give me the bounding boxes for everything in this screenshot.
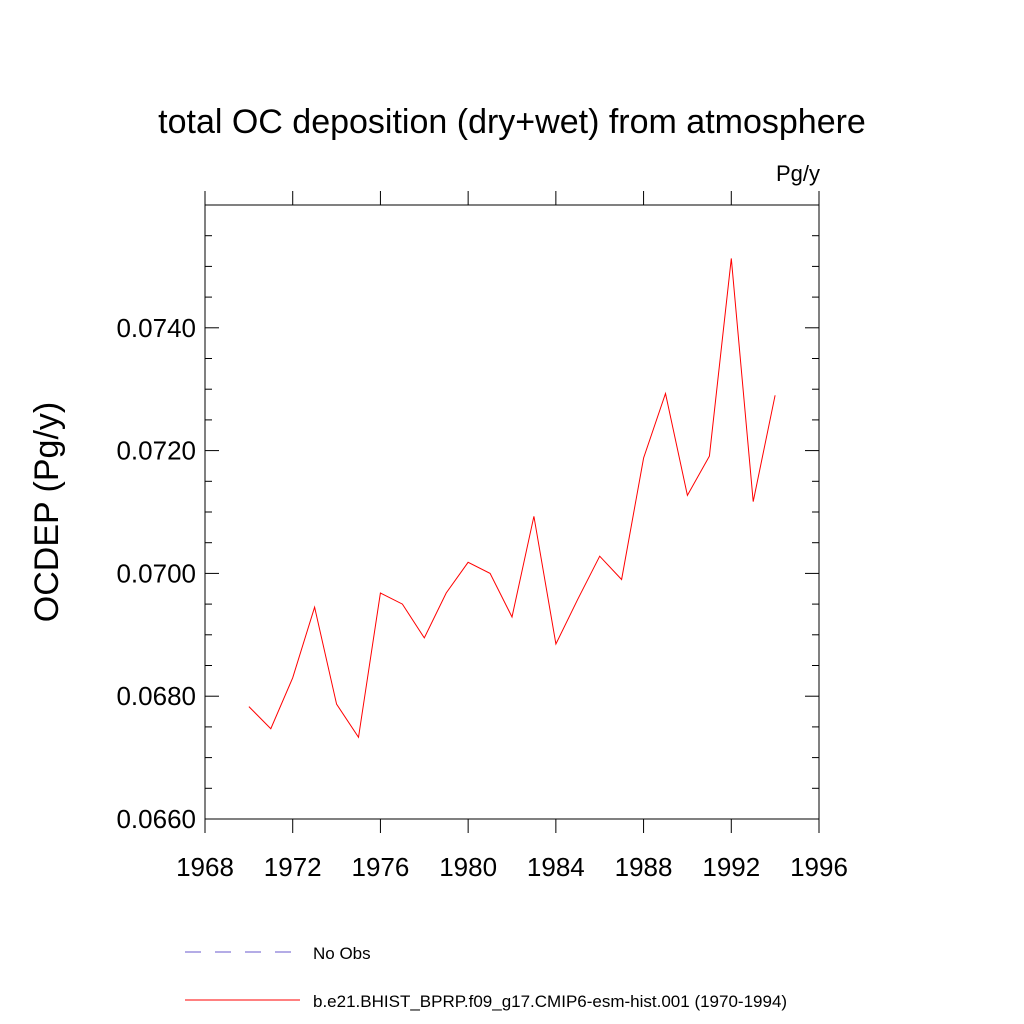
y-axis-label: OCDEP (Pg/y) xyxy=(28,402,66,622)
plot-area xyxy=(248,258,776,739)
y-tick-label: 0.0740 xyxy=(116,313,196,343)
y-tick-label: 0.0720 xyxy=(116,436,196,466)
x-tick-label: 1988 xyxy=(615,852,673,882)
chart-title: total OC deposition (dry+wet) from atmos… xyxy=(158,103,866,141)
legend-label-model: b.e21.BHIST_BPRP.f09_g17.CMIP6-esm-hist.… xyxy=(313,992,787,1011)
x-tick-label: 1972 xyxy=(264,852,322,882)
y-axis: 0.0660 0.0680 0.0700 0.0720 0.0740 xyxy=(116,204,819,834)
x-tick-label: 1992 xyxy=(702,852,760,882)
x-tick-label: 1968 xyxy=(176,852,234,882)
y-tick-label: 0.0680 xyxy=(116,681,196,711)
series-line-1 xyxy=(248,258,776,739)
x-tick-label: 1976 xyxy=(352,852,410,882)
legend: No Obs b.e21.BHIST_BPRP.f09_g17.CMIP6-es… xyxy=(185,944,787,1011)
units-label: Pg/y xyxy=(776,161,820,186)
x-tick-label: 1980 xyxy=(439,852,497,882)
y-tick-label: 0.0660 xyxy=(116,804,196,834)
legend-label-no-obs: No Obs xyxy=(313,944,371,963)
y-tick-label: 0.0700 xyxy=(116,558,196,588)
x-tick-label: 1984 xyxy=(527,852,585,882)
x-axis: 1968 1972 1976 1980 1984 1988 1992 1996 xyxy=(176,191,848,882)
x-tick-label: 1996 xyxy=(790,852,848,882)
